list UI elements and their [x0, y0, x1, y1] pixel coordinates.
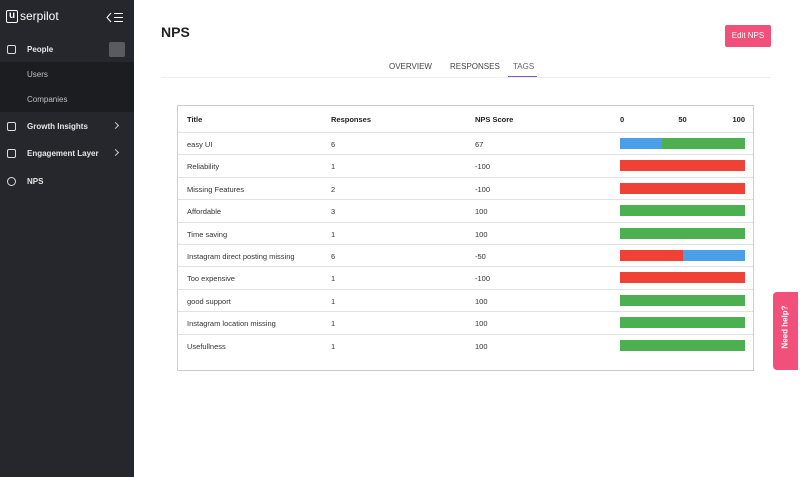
responses: 6 — [331, 140, 336, 149]
responses: 1 — [331, 319, 336, 329]
tab-divider — [161, 77, 771, 78]
score-bar-segment — [620, 227, 745, 239]
row-divider — [178, 199, 753, 201]
responses: 1 — [331, 229, 336, 239]
logo-mark: u — [6, 10, 18, 23]
score-bar-segment — [620, 182, 745, 194]
collapse-toggle[interactable] — [109, 42, 125, 57]
responses: 1 — [331, 341, 336, 351]
nps-score: 100 — [475, 341, 488, 351]
responses: 3 — [331, 207, 336, 217]
tag-title: good support — [187, 296, 231, 306]
nps-score: -50 — [475, 252, 486, 261]
scale-tick: 50 — [678, 115, 687, 124]
tag-title: Time saving — [187, 229, 228, 239]
responses: 1 — [331, 274, 336, 284]
tab[interactable]: RESPONSES — [450, 62, 500, 71]
tag-title: Missing Features — [187, 184, 245, 194]
help-text: Need help? — [780, 305, 790, 349]
score-bar-segment — [620, 205, 745, 217]
nps-score: 100 — [475, 319, 488, 329]
nav-icon — [7, 122, 16, 131]
logo-text: serpilot — [20, 9, 59, 23]
tag-title: Instagram location missing — [187, 319, 276, 329]
column-header: NPS Score — [475, 115, 514, 124]
responses: 1 — [331, 296, 336, 306]
page-title: NPS — [161, 24, 190, 40]
score-bar-segment — [620, 138, 662, 149]
row-divider — [178, 244, 753, 245]
column-header: Title — [187, 115, 203, 124]
tags-table: Title Responses NPS Score 0 50 100 easy UI 6 67 R… — [177, 105, 754, 371]
nps-score: 100 — [475, 207, 488, 217]
scale-tick: 0 — [620, 115, 625, 124]
nav-icon — [7, 149, 16, 158]
nav-item[interactable]: Companies — [0, 87, 134, 112]
score-bar-segment — [661, 138, 745, 149]
responses: 6 — [331, 252, 336, 261]
tab[interactable]: OVERVIEW — [389, 62, 432, 71]
edit-button[interactable]: Edit NPS — [725, 25, 771, 47]
responses: 2 — [331, 184, 336, 194]
nps-score: 67 — [475, 140, 484, 149]
column-header: Responses — [331, 115, 372, 124]
nps-score: -100 — [475, 162, 491, 172]
nps-score: -100 — [475, 274, 491, 284]
responses: 1 — [331, 162, 336, 172]
nav-item[interactable]: Growth Insights — [27, 122, 88, 131]
row-divider — [178, 221, 753, 223]
row-divider — [178, 288, 753, 290]
tag-title: Instagram direct posting missing — [187, 252, 295, 261]
score-bar-segment — [620, 294, 745, 306]
nps-score: 100 — [475, 296, 488, 306]
score-bar-segment — [620, 272, 745, 284]
score-bar-segment — [620, 160, 745, 172]
nps-score: -100 — [475, 184, 491, 194]
row-divider — [178, 333, 753, 335]
tag-title: easy UI — [187, 140, 213, 149]
score-bar-segment — [682, 250, 745, 261]
tag-title: Reliability — [187, 162, 220, 172]
row-divider — [178, 311, 753, 313]
nav-icon — [7, 177, 16, 186]
row-divider — [178, 154, 753, 156]
collapse-icon[interactable] — [106, 12, 124, 23]
score-bar-segment — [620, 317, 745, 329]
score-bar-segment — [620, 250, 683, 261]
tag-title: Too expensive — [187, 274, 235, 284]
sidebar: u serpilot People Users Companies Growth In… — [0, 0, 134, 477]
nav-item[interactable]: Engagement Layer — [27, 149, 99, 158]
nav-icon — [7, 45, 16, 54]
help-tab[interactable]: Need help? — [773, 292, 798, 370]
nps-score: 100 — [475, 229, 488, 239]
tag-title: Affordable — [187, 207, 222, 217]
nav-item[interactable]: Users — [0, 62, 134, 87]
row-divider — [178, 266, 753, 268]
row-divider — [178, 176, 753, 178]
scale-tick: 100 — [732, 115, 745, 124]
nav-item[interactable]: People — [27, 45, 54, 54]
score-bar-segment — [620, 339, 745, 351]
tag-title: Usefullness — [187, 341, 226, 351]
header-divider — [178, 132, 753, 133]
nav-item[interactable]: NPS — [27, 177, 44, 186]
tab[interactable]: TAGS — [513, 62, 535, 71]
